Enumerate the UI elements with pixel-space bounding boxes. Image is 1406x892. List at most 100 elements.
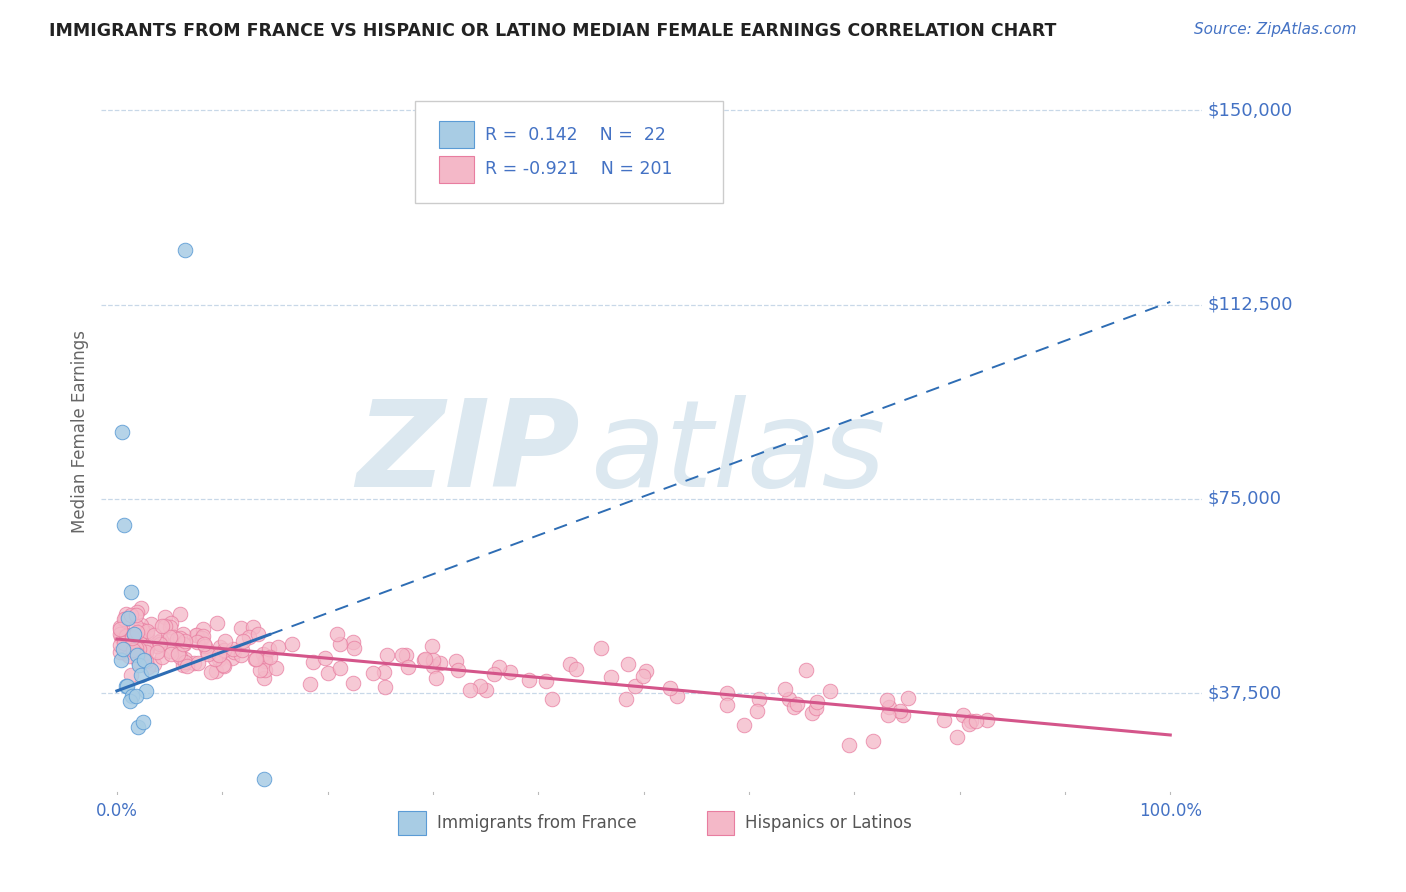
Point bbox=[149, 636, 172, 650]
Point bbox=[125, 647, 148, 661]
Point bbox=[131, 617, 153, 632]
Point bbox=[373, 665, 395, 679]
Point bbox=[600, 670, 623, 684]
Text: IMMIGRANTS FROM FRANCE VS HISPANIC OR LATINO MEDIAN FEMALE EARNINGS CORRELATION : IMMIGRANTS FROM FRANCE VS HISPANIC OR LA… bbox=[49, 22, 1056, 40]
Point bbox=[120, 585, 142, 599]
Point bbox=[153, 618, 176, 632]
Point bbox=[173, 626, 195, 640]
Point bbox=[195, 645, 218, 659]
Point bbox=[778, 692, 800, 706]
Point bbox=[122, 643, 145, 657]
Point bbox=[264, 660, 287, 674]
Point bbox=[193, 637, 215, 651]
Point bbox=[208, 640, 231, 654]
Point bbox=[946, 730, 969, 744]
Point bbox=[214, 634, 236, 648]
Text: atlas: atlas bbox=[591, 395, 886, 512]
Point bbox=[253, 671, 276, 685]
Point bbox=[114, 612, 136, 626]
Text: 100.0%: 100.0% bbox=[1139, 803, 1202, 821]
Point bbox=[135, 654, 157, 668]
Point bbox=[820, 684, 842, 698]
Point bbox=[960, 714, 983, 728]
Point bbox=[564, 662, 586, 676]
Text: $150,000: $150,000 bbox=[1208, 101, 1292, 119]
Point bbox=[112, 517, 135, 532]
Point bbox=[932, 713, 955, 727]
Point bbox=[125, 641, 148, 656]
Text: $112,500: $112,500 bbox=[1208, 295, 1292, 313]
Point bbox=[249, 664, 271, 678]
Point bbox=[329, 637, 352, 651]
Point bbox=[110, 630, 132, 644]
Point bbox=[301, 655, 323, 669]
Point bbox=[142, 628, 165, 642]
Point bbox=[150, 619, 173, 633]
Point bbox=[159, 644, 181, 658]
Point bbox=[117, 611, 139, 625]
Point bbox=[108, 620, 131, 634]
Point bbox=[747, 704, 769, 718]
Point bbox=[396, 660, 419, 674]
Point bbox=[120, 607, 142, 622]
Point bbox=[129, 668, 152, 682]
Point bbox=[169, 650, 191, 665]
Point bbox=[446, 663, 468, 677]
Text: Immigrants from France: Immigrants from France bbox=[437, 814, 637, 832]
Point bbox=[150, 632, 173, 647]
Point bbox=[794, 663, 817, 677]
Point bbox=[499, 665, 522, 680]
Point bbox=[429, 656, 451, 670]
Point bbox=[316, 665, 339, 680]
Point bbox=[232, 634, 254, 648]
Point bbox=[128, 648, 150, 662]
Point bbox=[125, 619, 148, 633]
Point bbox=[162, 630, 184, 644]
Point bbox=[108, 622, 131, 636]
Point bbox=[135, 626, 157, 640]
Point bbox=[957, 717, 980, 731]
Point bbox=[253, 772, 276, 786]
Point bbox=[468, 679, 491, 693]
Point bbox=[186, 628, 208, 642]
Point bbox=[214, 659, 236, 673]
Point bbox=[167, 647, 190, 661]
Point bbox=[212, 658, 235, 673]
Point bbox=[110, 639, 132, 653]
Point bbox=[127, 720, 149, 734]
Text: Hispanics or Latinos: Hispanics or Latinos bbox=[745, 814, 912, 832]
Point bbox=[375, 648, 398, 662]
Point bbox=[238, 630, 260, 644]
Point bbox=[617, 657, 640, 671]
Point bbox=[115, 629, 138, 643]
FancyBboxPatch shape bbox=[439, 120, 474, 148]
Point bbox=[169, 631, 191, 645]
Point bbox=[415, 652, 437, 666]
Point bbox=[391, 648, 413, 662]
Point bbox=[110, 653, 132, 667]
Point bbox=[148, 635, 170, 649]
Point bbox=[541, 692, 564, 706]
Point bbox=[125, 648, 148, 662]
Point bbox=[245, 652, 267, 666]
Point bbox=[186, 634, 208, 648]
Point bbox=[150, 649, 173, 664]
Point bbox=[136, 624, 159, 639]
Point bbox=[194, 640, 217, 654]
Point bbox=[129, 601, 152, 615]
Point bbox=[112, 636, 135, 650]
Text: ZIP: ZIP bbox=[356, 395, 579, 512]
Point bbox=[877, 699, 900, 714]
Point bbox=[173, 634, 195, 648]
Point bbox=[139, 663, 162, 677]
Point bbox=[169, 607, 191, 622]
Point bbox=[205, 615, 228, 630]
Point bbox=[897, 690, 920, 705]
Point bbox=[115, 627, 138, 641]
Point bbox=[121, 689, 143, 703]
Point bbox=[342, 635, 364, 649]
Point bbox=[748, 691, 770, 706]
Point bbox=[281, 637, 304, 651]
Point bbox=[242, 619, 264, 633]
Point bbox=[221, 642, 243, 657]
